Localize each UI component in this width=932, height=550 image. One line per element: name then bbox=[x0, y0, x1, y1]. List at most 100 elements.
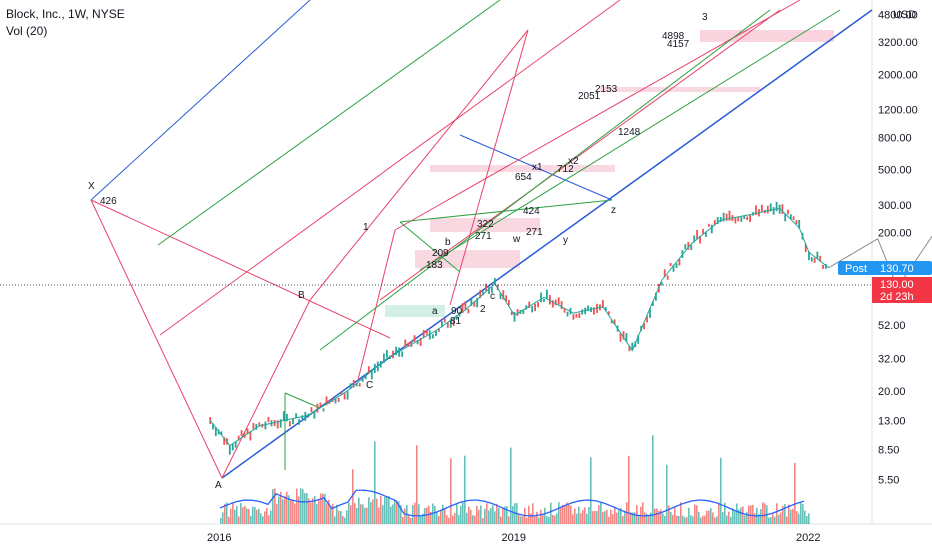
target-zone-712 bbox=[430, 165, 615, 172]
volume-bar bbox=[386, 496, 388, 524]
volume-bar bbox=[438, 515, 440, 524]
candle bbox=[525, 305, 528, 310]
volume-bar bbox=[730, 516, 732, 524]
candle bbox=[804, 243, 807, 252]
wave-label-z: z bbox=[611, 205, 616, 216]
volume-bar bbox=[560, 506, 562, 524]
volume-bar bbox=[496, 503, 498, 524]
candle bbox=[476, 297, 479, 308]
volume-bar bbox=[562, 504, 564, 524]
volume-bar bbox=[334, 516, 336, 524]
volume-bar bbox=[512, 506, 514, 524]
price-tick-11: 32.00 bbox=[878, 354, 906, 366]
volume-bar bbox=[798, 513, 800, 524]
indicator-title[interactable]: Vol (20) bbox=[6, 24, 48, 38]
candle bbox=[422, 330, 425, 338]
volume-bar bbox=[582, 510, 584, 524]
value-label-209: 209 bbox=[432, 248, 449, 259]
candle bbox=[819, 255, 822, 262]
price-tick-4: 1200.00 bbox=[878, 105, 918, 117]
post-badge-price: 130.70 bbox=[880, 263, 914, 275]
volume-bar bbox=[480, 505, 482, 524]
volume-bar bbox=[370, 502, 372, 524]
candle bbox=[473, 301, 476, 307]
candle bbox=[604, 307, 607, 311]
volume-bar bbox=[234, 509, 236, 524]
candle bbox=[237, 435, 240, 441]
volume-bar bbox=[500, 516, 502, 524]
candle bbox=[734, 217, 737, 224]
candle bbox=[563, 308, 566, 313]
volume-bar bbox=[508, 516, 510, 524]
volume-bar bbox=[662, 513, 664, 524]
pitchfork-red-fan-2 bbox=[449, 29, 529, 306]
candle bbox=[566, 311, 569, 317]
candle bbox=[822, 265, 824, 269]
candle bbox=[816, 251, 819, 259]
candle bbox=[386, 350, 388, 358]
volume-bar bbox=[630, 512, 632, 524]
volume-bar bbox=[248, 508, 250, 524]
pitchfork-green[interactable] bbox=[157, 0, 841, 470]
candle bbox=[761, 204, 763, 212]
pivot-label-a: A bbox=[215, 480, 222, 491]
target-zone-2153 bbox=[600, 87, 760, 92]
candle bbox=[228, 445, 231, 455]
candle bbox=[557, 297, 560, 305]
volume-bar bbox=[368, 497, 370, 524]
volume-bar bbox=[708, 510, 710, 524]
volume-bar bbox=[362, 504, 364, 524]
volume-bar bbox=[366, 507, 368, 524]
volume-bar bbox=[388, 496, 390, 524]
candle bbox=[578, 312, 581, 319]
candle bbox=[401, 351, 404, 357]
volume-bar bbox=[800, 502, 802, 524]
volume-bar bbox=[808, 513, 810, 524]
pitchfork-blue-cross bbox=[459, 134, 613, 201]
volume-bar bbox=[802, 504, 804, 524]
candle bbox=[246, 428, 249, 434]
volume-bar bbox=[300, 488, 302, 524]
volume-bar bbox=[350, 505, 352, 524]
volume-bar bbox=[718, 502, 720, 524]
candle bbox=[693, 235, 696, 243]
volume-bar bbox=[710, 507, 712, 524]
volume-bar bbox=[316, 503, 318, 524]
candle bbox=[452, 319, 455, 326]
candle bbox=[728, 210, 731, 221]
price-tick-13: 13.00 bbox=[878, 415, 906, 427]
volume-bar bbox=[394, 499, 396, 524]
candle bbox=[446, 322, 449, 328]
candle bbox=[537, 302, 539, 308]
pitchfork-blue[interactable] bbox=[90, 0, 873, 479]
volume-bar bbox=[724, 502, 726, 524]
volume-bar bbox=[410, 517, 412, 524]
candle bbox=[398, 347, 401, 357]
candle bbox=[766, 205, 769, 214]
volume-ma-line bbox=[219, 489, 805, 517]
candle bbox=[438, 328, 440, 332]
volume-bar bbox=[536, 511, 538, 524]
volume-bar bbox=[340, 511, 342, 524]
volume-bar bbox=[268, 515, 270, 524]
candle bbox=[255, 424, 258, 430]
candle bbox=[516, 309, 519, 316]
candle bbox=[792, 216, 795, 220]
volume-bar bbox=[548, 516, 550, 524]
volume-bar bbox=[230, 508, 232, 524]
symbol-title[interactable]: Block, Inc., 1W, NYSE bbox=[6, 7, 125, 21]
volume-bar bbox=[558, 502, 560, 524]
candle bbox=[610, 320, 613, 324]
candle bbox=[554, 299, 557, 306]
candle bbox=[313, 410, 316, 419]
volume-bar bbox=[226, 502, 228, 524]
volume-bar bbox=[266, 508, 268, 524]
wave-label-x1: x1 bbox=[532, 162, 543, 173]
volume-bar bbox=[604, 511, 606, 524]
candle bbox=[395, 346, 397, 356]
volume-bar bbox=[608, 516, 610, 524]
candle bbox=[619, 333, 622, 342]
volume-bar bbox=[646, 513, 648, 524]
volume-bar bbox=[632, 512, 634, 524]
